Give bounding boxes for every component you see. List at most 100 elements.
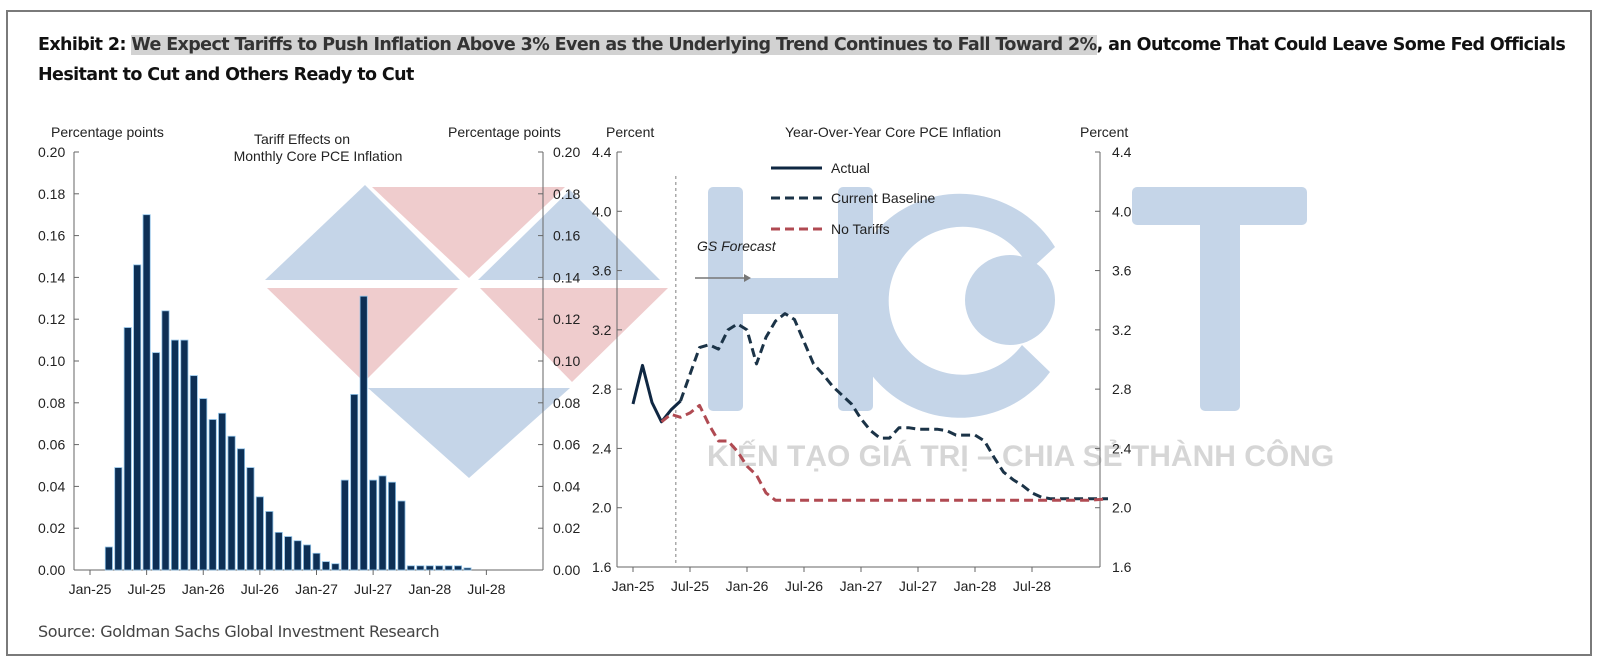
left-ytick-label-left: 0.02 [38,520,65,536]
bar [123,327,132,571]
left-ytick-label-left: 0.18 [38,186,65,202]
left-xtick-label: Jan-25 [69,581,112,597]
left-ytick-label-left: 0.16 [38,228,65,244]
bar [378,475,387,571]
left-ytick-label-right: 0.06 [553,437,580,453]
left-xtick-label: Jan-26 [182,581,225,597]
right-chart-ylabel-left: Percent [606,124,654,140]
wm-tri-blue-left [265,185,460,280]
bar [236,448,245,571]
exhibit-title: Exhibit 2: We Expect Tariffs to Push Inf… [38,30,1578,90]
left-xtick-label: Jul-25 [128,581,166,597]
left-chart-ylabel-right: Percentage points [448,124,561,140]
bar [227,435,236,571]
bar [218,412,227,571]
left-ytick-label-left: 0.08 [38,395,65,411]
left-ytick-label-left: 0.00 [38,562,65,578]
legend-label-actual: Actual [831,160,870,176]
left-ytick-label-left: 0.20 [38,144,65,160]
bar [170,339,179,571]
watermark-diamond-logo [265,185,668,478]
left-ytick-label-right: 0.10 [553,353,580,369]
right-ytick-label-right: 2.4 [1112,440,1132,456]
wm-tri-pink-top [372,187,565,278]
bar [435,565,444,571]
watermark-tagline: KIẾN TẠO GIÁ TRỊ – CHIA SẺ THÀNH CÔNG [707,439,1334,473]
left-ytick-label-left: 0.14 [38,269,65,285]
bar [246,467,255,571]
bar [454,565,463,571]
source-note: Source: Goldman Sachs Global Investment … [38,622,440,641]
tariff-effects-bar-chart: Percentage points Percentage points Tari… [38,124,580,597]
bar [274,531,283,571]
left-xtick-label: Jul-28 [467,581,505,597]
title-highlighted: We Expect Tariffs to Push Inflation Abov… [131,35,1097,55]
left-xtick-label: Jan-28 [408,581,451,597]
bar [303,544,312,571]
left-chart-bars [104,214,472,571]
right-ytick-label-right: 2.8 [1112,381,1132,397]
bar [463,567,472,571]
right-chart-lines [631,312,1109,502]
bar [406,565,415,571]
bar [208,419,217,571]
bar [180,339,189,571]
right-ytick-label-left: 2.8 [592,381,612,397]
right-xtick-label: Jul-25 [671,578,709,594]
right-xtick-label: Jan-28 [954,578,997,594]
left-xtick-label: Jan-27 [295,581,338,597]
series-line-current-baseline [679,312,1108,501]
right-ytick-label-right: 4.4 [1112,144,1132,160]
left-xtick-label: Jul-26 [241,581,279,597]
left-ytick-label-right: 0.00 [553,562,580,578]
left-chart-ylabel-left: Percentage points [51,124,164,140]
right-chart-ticks: 1.6 1.6 2.0 2.0 2.4 2.4 2.8 2.8 3.2 3.2 3.6 3.6 4.0 4… [592,144,1132,594]
right-xtick-label: Jan-25 [612,578,655,594]
right-ytick-label-left: 3.6 [592,263,612,279]
bar [321,561,330,571]
left-ytick-label-right: 0.20 [553,144,580,160]
bar [369,479,378,571]
right-ytick-label-right: 3.2 [1112,322,1132,338]
right-ytick-label-left: 1.6 [592,559,612,575]
right-ytick-label-left: 4.4 [592,144,612,160]
right-xtick-label: Jul-27 [899,578,937,594]
title-suffix: , an Outcome That Could Leave Some Fed O… [38,35,1566,85]
right-ytick-label-left: 2.0 [592,500,612,516]
right-ytick-label-right: 4.0 [1112,203,1132,219]
right-ytick-label-left: 3.2 [592,322,612,338]
bar [133,264,142,571]
bar [444,565,453,571]
bar [142,214,151,571]
bar [331,563,340,571]
right-chart-title: Year-Over-Year Core PCE Inflation [785,124,1001,140]
bar [312,552,321,571]
left-ytick-label-right: 0.14 [553,269,580,285]
bar [284,536,293,571]
left-ytick-label-right: 0.16 [553,228,580,244]
legend-label-baseline: Current Baseline [831,190,935,206]
left-ytick-label-right: 0.18 [553,186,580,202]
watermark: KIẾN TẠO GIÁ TRỊ – CHIA SẺ THÀNH CÔNG [265,185,1334,478]
gs-forecast-arrowhead [744,274,751,282]
bar [114,467,123,571]
bar [265,511,274,571]
right-xtick-label: Jul-26 [785,578,823,594]
right-ytick-label-left: 4.0 [592,203,612,219]
left-chart-title-line1: Tariff Effects on [254,131,350,147]
right-chart-legend: Actual Current Baseline No Tariffs [771,160,935,237]
left-ytick-label-left: 0.12 [38,311,65,327]
wm-tri-blue-bottom [368,388,570,478]
bar [104,546,113,571]
left-chart-title-line2: Monthly Core PCE Inflation [234,148,403,164]
left-chart-ticks: 0.00 0.00 0.02 0.02 0.04 0.04 0.06 0.06 0.08 0.08… [38,144,580,597]
right-chart-ylabel-right: Percent [1080,124,1128,140]
right-ytick-label-left: 2.4 [592,440,612,456]
bar [199,398,208,571]
gs-forecast-label: GS Forecast [697,238,777,254]
bar [397,500,406,571]
bar [350,394,359,571]
gs-forecast-annotation: GS Forecast [695,238,777,282]
left-xtick-label: Jul-27 [354,581,392,597]
